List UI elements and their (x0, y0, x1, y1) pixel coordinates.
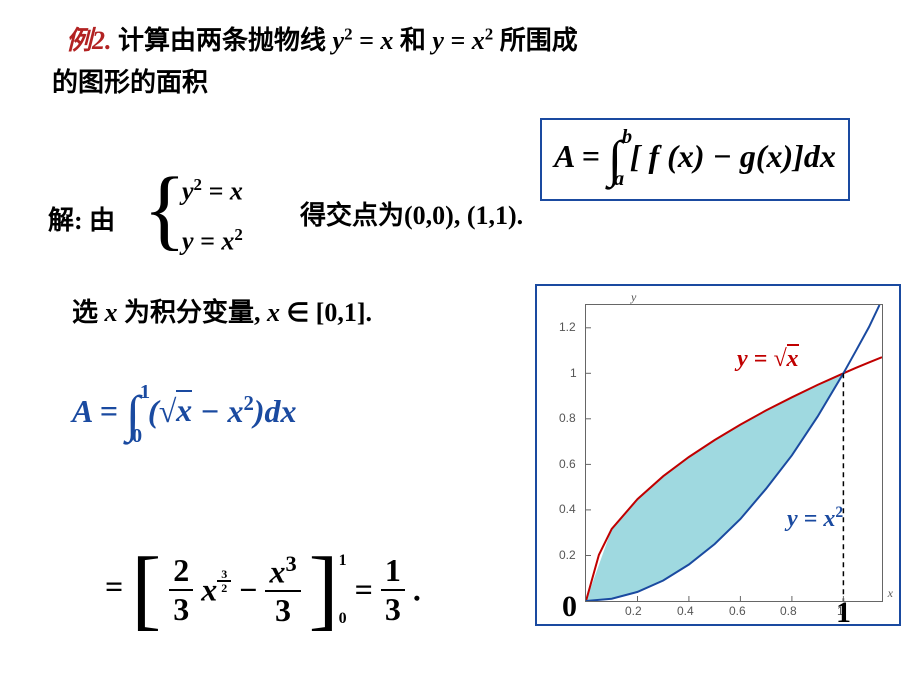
text-xuan: 选 (72, 298, 98, 327)
axis-x-letter: x (888, 586, 893, 601)
frac2-den: 3 (265, 590, 300, 629)
x1-label: 1 (836, 596, 851, 630)
xtick-1: 0.4 (677, 604, 694, 618)
ytick-1: 0.4 (559, 502, 576, 516)
ytick-4: 1 (570, 366, 577, 380)
integral-expression: A = ∫10 (√x − x2)dx (72, 385, 297, 444)
frac1-num: 2 (169, 552, 193, 589)
final-num: 1 (381, 552, 405, 589)
title-line-2: 的图形的面积 (52, 62, 208, 99)
label-sqrt: y = √x (737, 346, 799, 373)
result-expression: = [ 23 x32 − x33 ]10 = 13 . (105, 545, 421, 635)
area-formula-box: A = ∫ba [ f (x) − g(x)]dx (540, 118, 850, 201)
intersection-text: 得交点为(0,0), (1,1). (300, 195, 523, 232)
chart-plot-area (585, 304, 883, 602)
text-weijifen: 为积分变量, (124, 298, 261, 327)
var-x: x (105, 298, 118, 327)
y-tick-marks (586, 328, 591, 556)
sys-eq-1: y2 = x (182, 175, 243, 207)
xtick-0: 0.2 (625, 604, 642, 618)
title-text-1b: 和 (400, 26, 426, 55)
title-text-1a: 计算由两条抛物线 (118, 26, 326, 55)
label-xsq: y = x2 (787, 504, 843, 533)
ytick-3: 0.8 (559, 411, 576, 425)
title-text-1c: 所围成 (500, 26, 578, 55)
xtick-2: 0.6 (729, 604, 746, 618)
xtick-3: 0.8 (780, 604, 797, 618)
sys-eq-2: y = x2 (182, 225, 243, 257)
brace-icon: { (143, 165, 186, 255)
ytick-2: 0.6 (559, 457, 576, 471)
area-fill (586, 373, 843, 601)
x-tick-marks (638, 596, 844, 601)
solution-prefix: 解: 由 (48, 200, 115, 237)
frac1-den: 3 (169, 589, 193, 628)
chart-container: 0.2 0.4 0.6 0.8 1 0.2 0.4 0.6 0.8 1 1.2 … (535, 284, 901, 626)
ytick-0: 0.2 (559, 548, 576, 562)
var-choice: 选 x 为积分变量, x ∈ [0,1]. (72, 292, 372, 329)
chart-svg (586, 305, 882, 601)
axis-y-letter: y (631, 290, 636, 305)
origin-label: 0 (562, 590, 577, 624)
title-line-1: 例2. 计算由两条抛物线 y2 = x 和 y = x2 所围成 (66, 20, 578, 57)
ytick-5: 1.2 (559, 320, 576, 334)
final-den: 3 (381, 589, 405, 628)
example-number: 例2. (66, 26, 112, 55)
